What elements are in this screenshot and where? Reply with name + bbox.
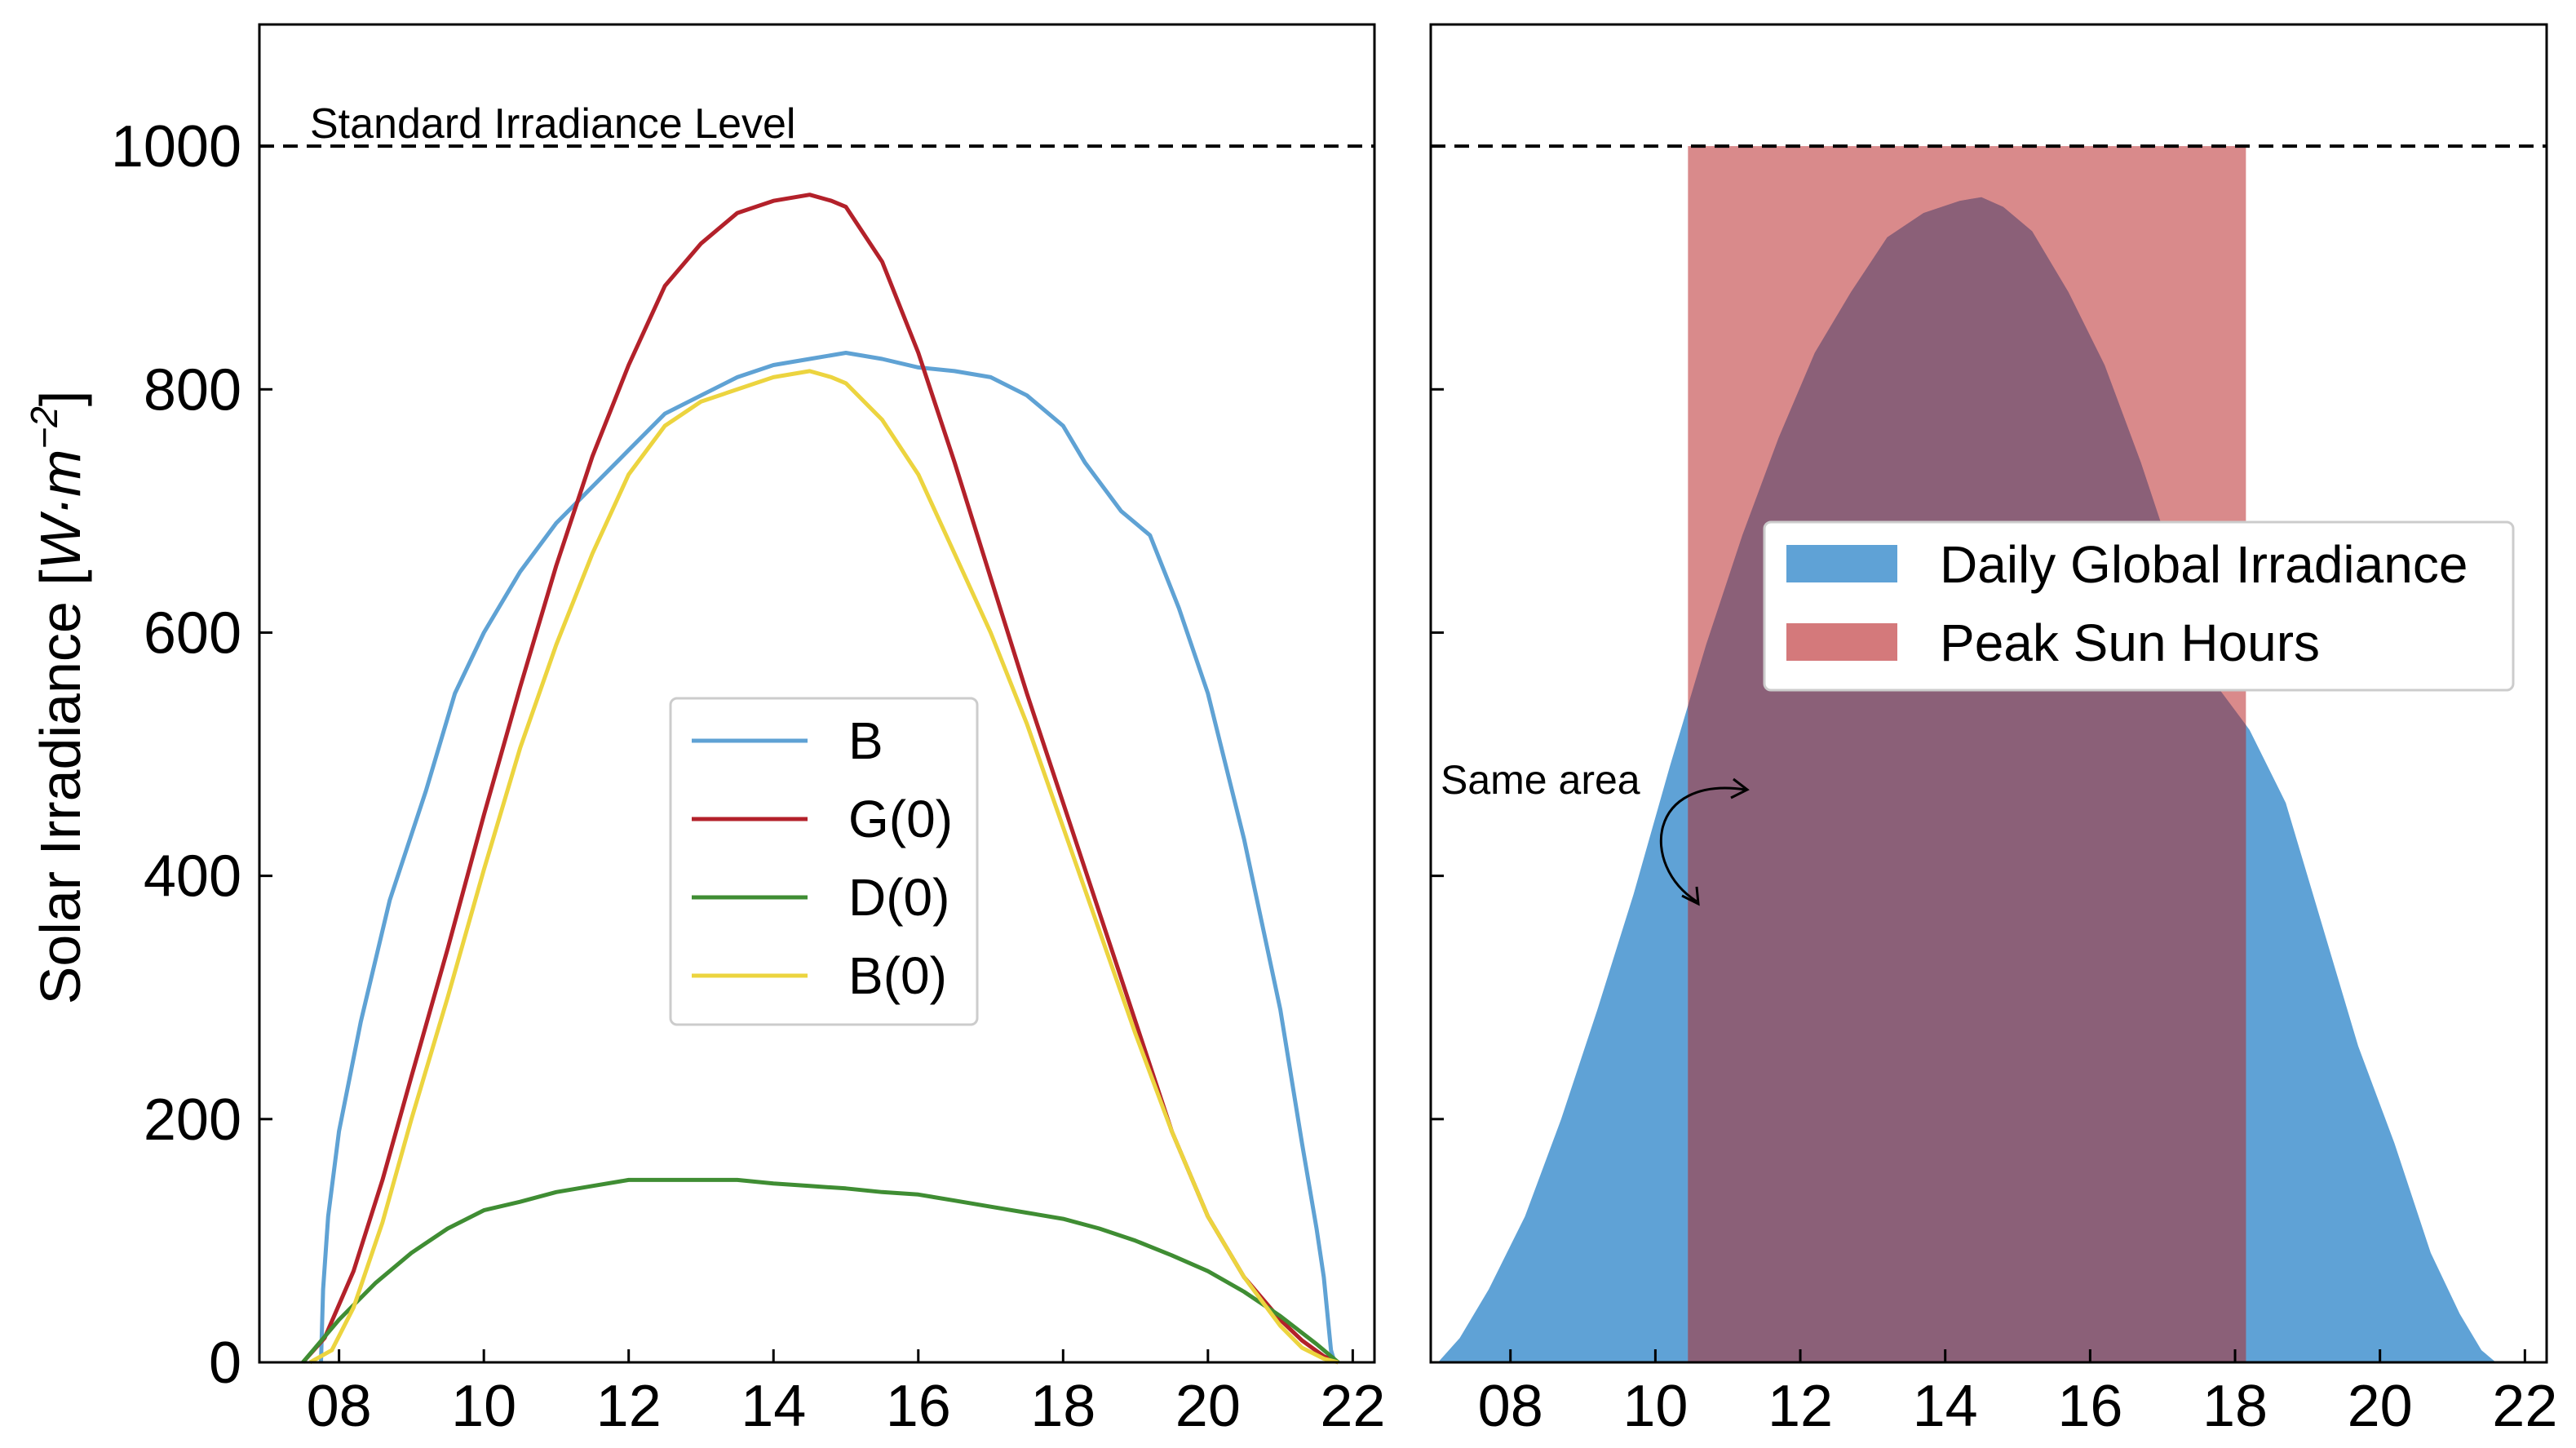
legend-label-daily-global: Daily Global Irradiance xyxy=(1940,535,2468,594)
series-line-D0 xyxy=(301,1177,1340,1364)
right-xtick-label-12: 12 xyxy=(1768,1374,1833,1439)
legend-label-B0: B(0) xyxy=(848,946,947,1005)
series-line-B xyxy=(319,351,1337,1363)
left-xtick-label-12: 12 xyxy=(596,1374,662,1439)
left-ytick-label-200: 200 xyxy=(144,1087,241,1153)
left-ytick-label-0: 0 xyxy=(209,1331,241,1396)
legend-label-D0: D(0) xyxy=(848,868,949,927)
y-axis-label: Solar Irradiance [W·m−2] xyxy=(23,391,92,1005)
right-xtick-label-14: 14 xyxy=(1913,1374,1978,1439)
right-xtick-label-16: 16 xyxy=(2057,1374,2122,1439)
legend-swatch-peak-sun xyxy=(1786,623,1897,661)
series-line-B0 xyxy=(308,369,1339,1365)
right-xtick-label-10: 10 xyxy=(1622,1374,1688,1439)
left-y-ticks: 0 200 400 600 800 1000 xyxy=(111,114,272,1396)
left-plot-area xyxy=(301,193,1340,1365)
same-area-arrow xyxy=(1659,786,1746,903)
right-axes-frame xyxy=(1429,23,2548,1364)
right-xtick-label-22: 22 xyxy=(2492,1374,2557,1439)
standard-irradiance-label: Standard Irradiance Level xyxy=(310,100,796,148)
right-x-ticks: 08 10 12 14 16 18 20 22 xyxy=(1478,1349,2557,1439)
left-legend: B G(0) D(0) B(0) xyxy=(669,697,979,1026)
left-xtick-label-20: 20 xyxy=(1175,1374,1241,1439)
left-xtick-label-10: 10 xyxy=(451,1374,516,1439)
left-ytick-label-400: 400 xyxy=(144,844,241,910)
left-xtick-label-22: 22 xyxy=(1320,1374,1385,1439)
right-xtick-label-20: 20 xyxy=(2348,1374,2413,1439)
left-xtick-label-16: 16 xyxy=(886,1374,951,1439)
right-legend-box xyxy=(1763,520,2515,692)
right-legend: Daily Global Irradiance Peak Sun Hours xyxy=(1763,520,2515,692)
right-xtick-label-18: 18 xyxy=(2202,1374,2268,1439)
left-xtick-label-8: 08 xyxy=(307,1374,372,1439)
left-legend-box xyxy=(669,697,979,1026)
right-y-ticks xyxy=(1431,144,1444,1364)
left-axes-frame xyxy=(258,23,1376,1364)
left-ytick-label-600: 600 xyxy=(144,600,241,666)
left-panel: Standard Irradiance Level 08 10 12 14 16 18 20… xyxy=(23,23,1385,1439)
left-ytick-label-800: 800 xyxy=(144,357,241,423)
same-area-arrowhead-2 xyxy=(1681,886,1700,906)
left-x-ticks: 08 10 12 14 16 18 20 22 xyxy=(307,1349,1385,1439)
right-plot-area xyxy=(1437,146,2496,1363)
same-area-label: Same area xyxy=(1441,757,1640,803)
left-xtick-label-14: 14 xyxy=(741,1374,806,1439)
left-ytick-label-1000: 1000 xyxy=(111,114,241,179)
right-panel: 08 10 12 14 16 18 20 22 Same area Daily Global … xyxy=(1429,23,2557,1439)
legend-swatch-daily-global xyxy=(1786,545,1897,582)
same-area-arrowhead-1 xyxy=(1730,777,1750,799)
legend-label-B: B xyxy=(848,711,883,770)
right-xtick-label-8: 08 xyxy=(1478,1374,1543,1439)
left-xtick-label-18: 18 xyxy=(1030,1374,1095,1439)
legend-label-G0: G(0) xyxy=(848,790,953,848)
legend-label-peak-sun: Peak Sun Hours xyxy=(1940,613,2320,672)
